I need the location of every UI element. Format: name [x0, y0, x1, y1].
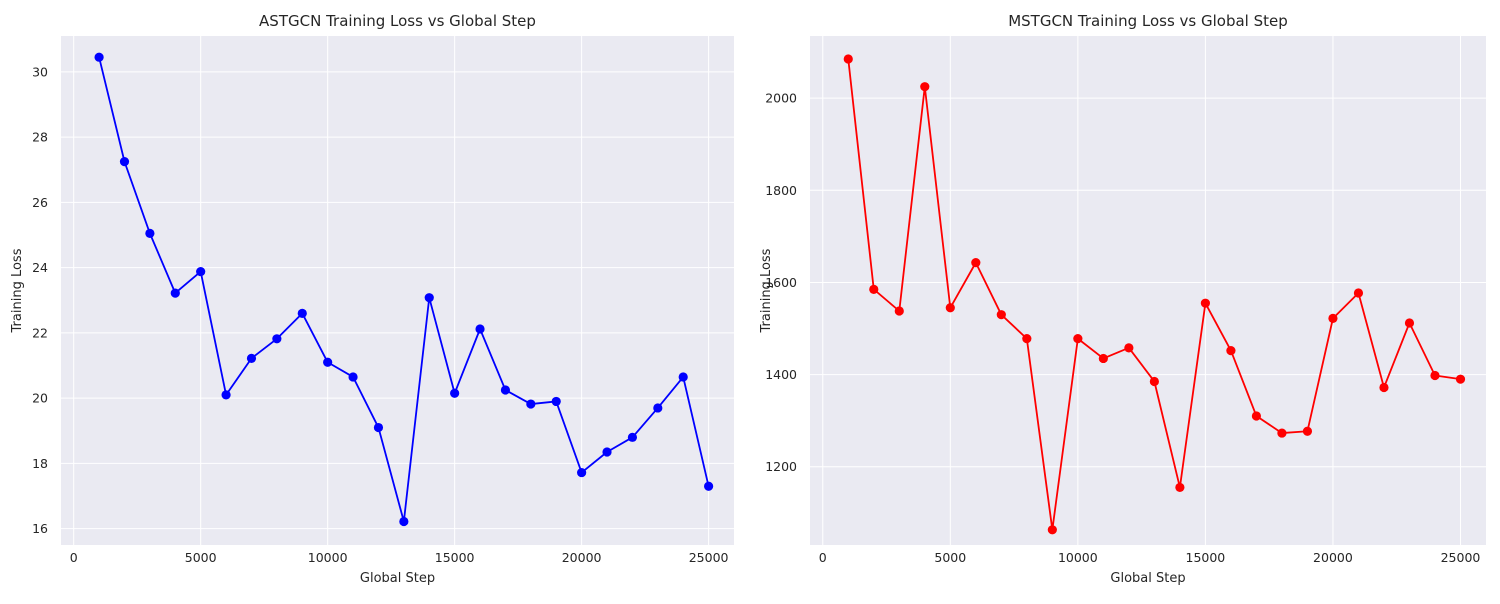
mstgcn-y-tick-label: 1600: [765, 275, 797, 290]
mstgcn-data-point: [1251, 411, 1262, 421]
mstgcn-data-point: [1404, 318, 1415, 328]
mstgcn-y-tick-label: 2000: [765, 91, 797, 106]
astgcn-data-point: [297, 308, 307, 318]
astgcn-x-tick-label: 15000: [435, 550, 475, 565]
astgcn-data-point: [272, 334, 282, 344]
mstgcn-x-tick-label: 25000: [1441, 550, 1481, 565]
astgcn-data-point: [221, 390, 231, 400]
astgcn-data-point: [602, 447, 612, 457]
mstgcn-x-tick-label: 10000: [1058, 550, 1098, 565]
astgcn-data-point: [653, 403, 663, 413]
astgcn-data-point: [500, 385, 511, 395]
astgcn-y-tick-label: 28: [32, 130, 48, 145]
mstgcn-data-point: [894, 306, 904, 316]
mstgcn-x-axis-label: Global Step: [1110, 571, 1185, 586]
astgcn-data-point: [424, 293, 434, 303]
astgcn-data-point: [323, 357, 333, 367]
astgcn-data-point: [577, 467, 587, 478]
mstgcn-data-point: [1149, 376, 1159, 387]
astgcn-data-point: [348, 372, 358, 382]
mstgcn-data-point: [1200, 298, 1210, 308]
mstgcn-data-point: [1098, 353, 1108, 364]
astgcn-x-axis-label: Global Step: [360, 571, 435, 586]
mstgcn-data-point: [1455, 374, 1466, 384]
astgcn-data-point: [678, 372, 688, 382]
mstgcn-plot-area: [810, 36, 1486, 545]
mstgcn-data-point: [869, 284, 879, 294]
astgcn-data-point: [170, 288, 180, 298]
astgcn-plot-area: [61, 36, 734, 545]
mstgcn-x-tick-label: 15000: [1186, 550, 1226, 565]
astgcn-x-tick-label: 0: [70, 550, 78, 565]
mstgcn-chart: 0 5000 10000 15000 20000 25000 1200 1400 1600 180…: [759, 12, 1486, 586]
mstgcn-data-point: [1353, 288, 1364, 298]
astgcn-data-point: [475, 324, 485, 334]
mstgcn-x-tick-label: 5000: [934, 550, 966, 565]
astgcn-data-point: [94, 52, 104, 62]
mstgcn-data-point: [1124, 343, 1134, 353]
mstgcn-data-point: [1022, 334, 1032, 344]
mstgcn-y-tick-label: 1800: [765, 183, 797, 198]
astgcn-data-point: [246, 353, 257, 363]
mstgcn-data-point: [971, 258, 981, 268]
mstgcn-y-axis-label: Training Loss: [759, 248, 774, 333]
astgcn-data-point: [119, 157, 130, 167]
astgcn-x-tick-label: 5000: [185, 550, 217, 565]
mstgcn-data-point: [1379, 382, 1389, 393]
mstgcn-data-point: [1047, 525, 1057, 535]
astgcn-chart: 0 5000 10000 15000 20000 25000 16 18 20 22 24 26 28 3…: [10, 12, 734, 586]
astgcn-y-tick-label: 26: [32, 195, 48, 210]
astgcn-y-axis-label: Training Loss: [10, 248, 25, 333]
mstgcn-data-point: [920, 82, 930, 92]
mstgcn-data-point: [1430, 370, 1440, 381]
astgcn-data-point: [450, 388, 460, 398]
mstgcn-data-point: [1302, 426, 1313, 436]
mstgcn-data-point: [1175, 482, 1185, 493]
mstgcn-y-tick-label: 1400: [765, 367, 797, 382]
astgcn-y-tick-label: 24: [32, 260, 48, 275]
astgcn-x-tick-label: 20000: [562, 550, 602, 565]
mstgcn-data-point: [1328, 313, 1338, 323]
mstgcn-chart-title: MSTGCN Training Loss vs Global Step: [1008, 12, 1288, 30]
astgcn-data-point: [399, 516, 409, 527]
mstgcn-data-point: [945, 303, 955, 313]
astgcn-y-tick-label: 22: [32, 325, 48, 340]
astgcn-data-point: [373, 422, 384, 433]
mstgcn-data-point: [843, 54, 853, 64]
astgcn-data-point: [526, 399, 536, 409]
astgcn-data-point: [551, 396, 561, 407]
mstgcn-data-point: [1226, 346, 1236, 356]
astgcn-y-tick-label: 30: [32, 64, 48, 79]
astgcn-data-point: [627, 432, 638, 442]
astgcn-y-tick-label: 16: [32, 521, 48, 536]
astgcn-y-tick-label: 18: [32, 456, 48, 471]
astgcn-x-tick-label: 10000: [308, 550, 348, 565]
astgcn-chart-title: ASTGCN Training Loss vs Global Step: [259, 12, 536, 30]
mstgcn-data-point: [1277, 428, 1287, 438]
mstgcn-data-point: [1073, 334, 1083, 344]
astgcn-y-tick-label: 20: [32, 391, 48, 406]
astgcn-x-tick-label: 25000: [689, 550, 729, 565]
mstgcn-y-tick-label: 1200: [765, 459, 797, 474]
mstgcn-x-tick-label: 0: [819, 550, 827, 565]
astgcn-data-point: [145, 228, 155, 239]
astgcn-data-point: [196, 266, 206, 277]
astgcn-data-point: [704, 481, 714, 491]
mstgcn-x-tick-label: 20000: [1313, 550, 1353, 565]
mstgcn-data-point: [996, 310, 1006, 320]
